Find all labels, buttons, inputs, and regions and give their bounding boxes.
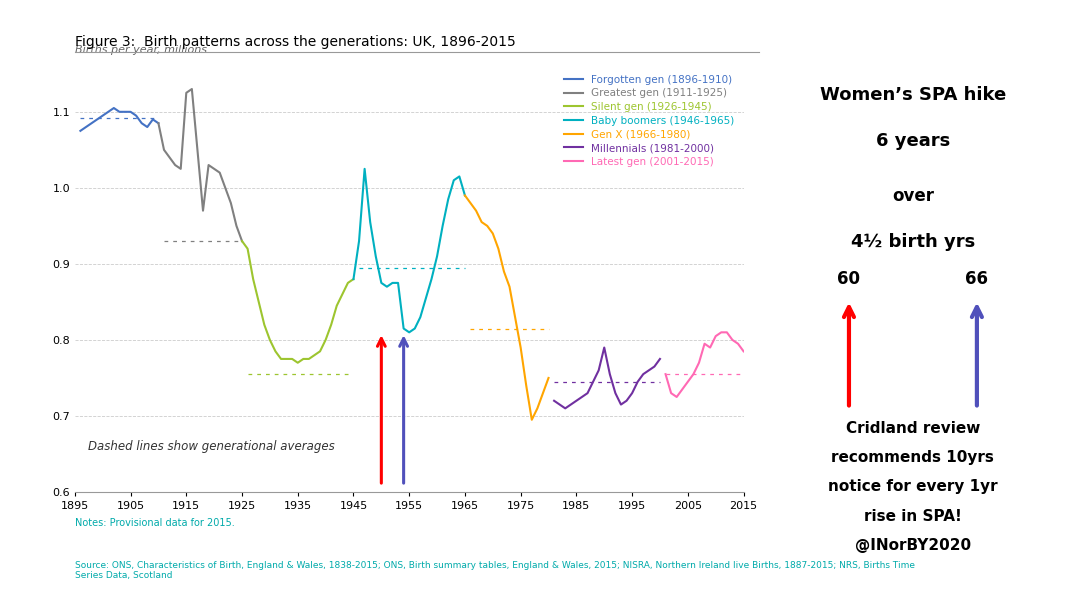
Text: 6 years: 6 years bbox=[876, 132, 950, 150]
Text: notice for every 1yr: notice for every 1yr bbox=[828, 480, 997, 494]
Text: @INorBY2020: @INorBY2020 bbox=[855, 538, 971, 553]
Text: 4½ birth yrs: 4½ birth yrs bbox=[851, 232, 975, 251]
Legend: Forgotten gen (1896-1910), Greatest gen (1911-1925), Silent gen (1926-1945), Bab: Forgotten gen (1896-1910), Greatest gen … bbox=[560, 71, 739, 171]
Text: Women’s SPA hike: Women’s SPA hike bbox=[820, 86, 1006, 105]
Text: Figure 3:  Birth patterns across the generations: UK, 1896-2015: Figure 3: Birth patterns across the gene… bbox=[75, 35, 515, 49]
Text: Dashed lines show generational averages: Dashed lines show generational averages bbox=[89, 440, 335, 453]
Text: rise in SPA!: rise in SPA! bbox=[864, 509, 962, 524]
Text: 60: 60 bbox=[837, 271, 861, 288]
Text: over: over bbox=[892, 187, 934, 205]
Text: recommends 10yrs: recommends 10yrs bbox=[832, 450, 994, 465]
Text: Notes: Provisional data for 2015.: Notes: Provisional data for 2015. bbox=[75, 518, 234, 528]
Text: Source: ONS, Characteristics of Birth, England & Wales, 1838-2015; ONS, Birth su: Source: ONS, Characteristics of Birth, E… bbox=[75, 561, 915, 580]
Text: Births per year, millions: Births per year, millions bbox=[75, 45, 206, 55]
Text: 66: 66 bbox=[965, 271, 989, 288]
Text: Cridland review: Cridland review bbox=[846, 421, 980, 436]
